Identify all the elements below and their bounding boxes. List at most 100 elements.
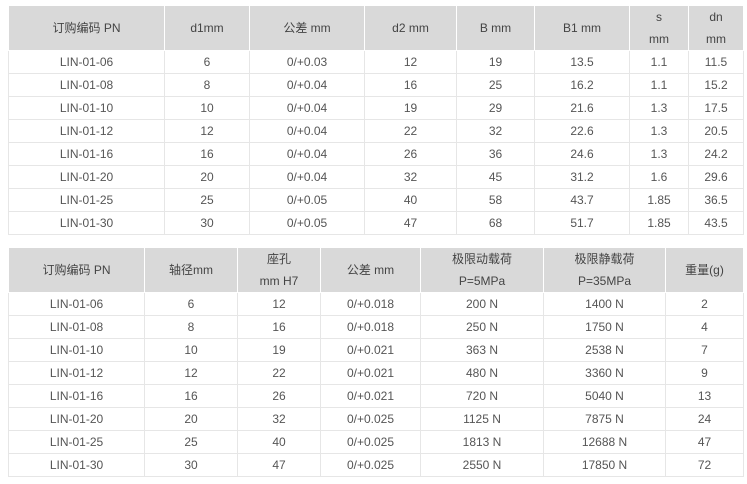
table-cell: 0/+0.025	[320, 430, 421, 454]
table-cell: 20.5	[688, 119, 744, 143]
table-cell: LIN-01-08	[8, 315, 145, 339]
table-cell: 5040 N	[543, 384, 666, 408]
table-cell: 7875 N	[543, 407, 666, 431]
table-cell: 8	[144, 315, 238, 339]
column-header: s mm	[629, 5, 689, 51]
table-cell: 1.85	[629, 211, 689, 235]
table-cell: 16	[237, 315, 321, 339]
table-cell: 2538 N	[543, 338, 666, 362]
table-cell: 4	[665, 315, 744, 339]
table-cell: 0/+0.018	[320, 315, 421, 339]
table-cell: 1.3	[629, 96, 689, 120]
table-cell: 1.6	[629, 165, 689, 189]
column-header: 订购编码 PN	[8, 247, 145, 293]
table-cell: 12688 N	[543, 430, 666, 454]
column-header: dn mm	[688, 5, 744, 51]
column-header: d2 mm	[364, 5, 457, 51]
table-cell: 47	[237, 453, 321, 477]
column-header: 极限动载荷 P=5MPa	[420, 247, 544, 293]
table-cell: 40	[237, 430, 321, 454]
table-cell: 0/+0.018	[320, 292, 421, 316]
table-cell: 250 N	[420, 315, 544, 339]
table-cell: 13.5	[534, 50, 630, 74]
table-cell: 30	[144, 453, 238, 477]
table-cell: 24	[665, 407, 744, 431]
column-header: 极限静载荷 P=35MPa	[543, 247, 666, 293]
table-cell: 0/+0.021	[320, 338, 421, 362]
table-row: LIN-01-25 25 40 0/+0.025 1813 N 12688 N 47	[8, 430, 744, 454]
table-cell: 25	[164, 188, 250, 212]
table-cell: 24.6	[534, 142, 630, 166]
table-cell: LIN-01-25	[8, 430, 145, 454]
table-row: LIN-01-30 30 47 0/+0.025 2550 N 17850 N 72	[8, 453, 744, 477]
header-row: 订购编码 PN 轴径mm 座孔 mm H7 公差 mm 极限动载荷 P=5MPa 极限静载…	[8, 247, 744, 293]
table-cell: 3360 N	[543, 361, 666, 385]
dimensions-table: 订购编码 PN d1mm 公差 mm d2 mm B mm B1 mm s mm dn mm …	[8, 5, 744, 235]
table-cell: 16.2	[534, 73, 630, 97]
table-cell: 0/+0.021	[320, 361, 421, 385]
table-cell: 36.5	[688, 188, 744, 212]
table-row: LIN-01-20 20 32 0/+0.025 1125 N 7875 N 24	[8, 407, 744, 431]
table-cell: 0/+0.04	[249, 73, 365, 97]
table-cell: 10	[164, 96, 250, 120]
table-cell: 0/+0.03	[249, 50, 365, 74]
table-cell: 6	[144, 292, 238, 316]
table-cell: 1125 N	[420, 407, 544, 431]
table-cell: 21.6	[534, 96, 630, 120]
table-cell: 47	[364, 211, 457, 235]
table-cell: 12	[237, 292, 321, 316]
table-cell: 363 N	[420, 338, 544, 362]
table-cell: 1400 N	[543, 292, 666, 316]
table-row: LIN-01-16 16 0/+0.04 26 36 24.6 1.3 24.2	[8, 142, 744, 166]
table-cell: 19	[364, 96, 457, 120]
column-header: 轴径mm	[144, 247, 238, 293]
table-cell: 26	[237, 384, 321, 408]
table-cell: 0/+0.05	[249, 188, 365, 212]
table-cell: 16	[144, 384, 238, 408]
table-cell: 16	[364, 73, 457, 97]
table-cell: 200 N	[420, 292, 544, 316]
table-cell: 0/+0.04	[249, 142, 365, 166]
table-row: LIN-01-25 25 0/+0.05 40 58 43.7 1.85 36.5	[8, 188, 744, 212]
table-cell: 31.2	[534, 165, 630, 189]
table-cell: LIN-01-20	[8, 165, 165, 189]
table-cell: LIN-01-30	[8, 453, 145, 477]
table-cell: 12	[164, 119, 250, 143]
table-cell: 22.6	[534, 119, 630, 143]
table-cell: 480 N	[420, 361, 544, 385]
table-cell: 58	[456, 188, 535, 212]
table-cell: LIN-01-12	[8, 119, 165, 143]
table-cell: 15.2	[688, 73, 744, 97]
table-cell: 40	[364, 188, 457, 212]
table-cell: 1.1	[629, 50, 689, 74]
table-cell: 0/+0.04	[249, 165, 365, 189]
column-header: 公差 mm	[320, 247, 421, 293]
table-row: LIN-01-10 10 0/+0.04 19 29 21.6 1.3 17.5	[8, 96, 744, 120]
table-cell: LIN-01-06	[8, 292, 145, 316]
table-cell: 2550 N	[420, 453, 544, 477]
table-cell: 19	[456, 50, 535, 74]
table-cell: 17.5	[688, 96, 744, 120]
table-cell: 68	[456, 211, 535, 235]
table-cell: 11.5	[688, 50, 744, 74]
table-cell: 30	[164, 211, 250, 235]
table-cell: 20	[164, 165, 250, 189]
table-cell: 8	[164, 73, 250, 97]
table-cell: 25	[144, 430, 238, 454]
table-cell: LIN-01-06	[8, 50, 165, 74]
table-cell: 32	[237, 407, 321, 431]
table-cell: 1.3	[629, 142, 689, 166]
table-cell: 32	[364, 165, 457, 189]
table-cell: 0/+0.04	[249, 119, 365, 143]
table-cell: 43.5	[688, 211, 744, 235]
table-cell: 0/+0.025	[320, 453, 421, 477]
table-cell: 13	[665, 384, 744, 408]
table-cell: 0/+0.025	[320, 407, 421, 431]
table-cell: 0/+0.05	[249, 211, 365, 235]
table-cell: 720 N	[420, 384, 544, 408]
table-cell: 19	[237, 338, 321, 362]
table-row: LIN-01-06 6 0/+0.03 12 19 13.5 1.1 11.5	[8, 50, 744, 74]
table-cell: 12	[144, 361, 238, 385]
table-row: LIN-01-20 20 0/+0.04 32 45 31.2 1.6 29.6	[8, 165, 744, 189]
